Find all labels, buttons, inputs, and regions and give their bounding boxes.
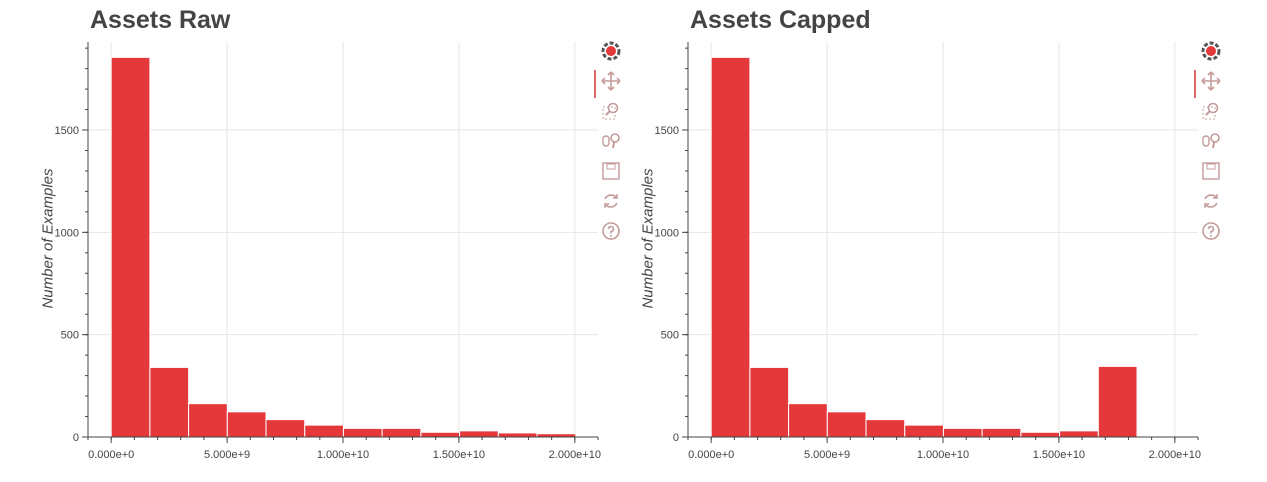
histogram-bar	[981, 427, 1022, 438]
histogram-bar	[188, 403, 228, 438]
histogram-bar	[826, 411, 867, 438]
active-tool-indicator	[594, 70, 596, 98]
help-icon[interactable]	[600, 220, 622, 242]
x-tick-label: 1.500e+10	[433, 449, 485, 461]
bokeh-logo-icon	[1200, 40, 1222, 62]
y-tick-label: 1500	[55, 125, 79, 137]
plot-area[interactable]: 0 500 1000 1500 0.000e+0 5.000e+9 1.000e+10 1.5…	[0, 0, 630, 482]
histogram-bar	[788, 403, 828, 438]
plot-area[interactable]: 0 500 1000 1500 0.000e+0 5.000e+9 1.000e+10 1.5…	[600, 0, 1230, 482]
y-tick-label: 1000	[655, 227, 679, 239]
histogram-bar	[265, 419, 306, 438]
bokeh-logo-icon	[600, 40, 622, 62]
histogram-bar	[459, 430, 499, 438]
x-tick-label: 2.000e+10	[1149, 449, 1201, 461]
histogram-bar	[904, 424, 944, 438]
histogram-bar	[1059, 430, 1099, 438]
y-tick-label: 1500	[655, 125, 679, 137]
save-icon[interactable]	[600, 160, 622, 182]
x-tick-label: 1.000e+10	[317, 449, 369, 461]
reset-icon[interactable]	[1200, 190, 1222, 212]
save-icon[interactable]	[1200, 160, 1222, 182]
histogram-bar	[342, 427, 383, 438]
histogram-bar	[381, 427, 422, 438]
x-tick-label: 2.000e+10	[549, 449, 601, 461]
chart-title: Assets Raw	[90, 6, 231, 34]
histogram-bar	[865, 419, 906, 438]
reset-icon[interactable]	[600, 190, 622, 212]
x-tick-label: 1.500e+10	[1033, 449, 1085, 461]
histogram-bar	[710, 56, 751, 438]
wheel-zoom-icon[interactable]	[1200, 130, 1222, 152]
chart-title: Assets Capped	[690, 6, 871, 34]
histogram-bar	[942, 427, 983, 438]
pan-icon[interactable]	[594, 70, 622, 98]
plot-toolbar	[594, 40, 626, 250]
histogram-bar	[304, 424, 344, 438]
plot-toolbar	[1194, 40, 1226, 250]
active-tool-indicator	[1194, 70, 1196, 98]
x-tick-label: 0.000e+0	[688, 449, 734, 461]
y-tick-label: 0	[73, 432, 79, 444]
histogram-bar	[749, 366, 790, 438]
y-tick-label: 500	[661, 330, 679, 342]
histogram-bar	[226, 411, 267, 438]
y-tick-label: 0	[673, 432, 679, 444]
x-tick-label: 5.000e+9	[204, 449, 250, 461]
wheel-zoom-icon[interactable]	[600, 130, 622, 152]
x-tick-label: 1.000e+10	[917, 449, 969, 461]
histogram-bar	[420, 431, 461, 438]
histogram-bar	[1020, 431, 1061, 438]
histogram-bar	[497, 432, 538, 438]
x-tick-label: 5.000e+9	[804, 449, 850, 461]
chart-panel-assets-capped: Assets Capped Number of Examples 0 500 100…	[600, 0, 1230, 482]
chart-panel-assets-raw: Assets Raw Number of Examples 0 500 1000 15…	[0, 0, 630, 482]
box-zoom-icon[interactable]	[600, 100, 622, 122]
help-icon[interactable]	[1200, 220, 1222, 242]
y-tick-label: 500	[61, 330, 79, 342]
histogram-bar	[149, 366, 190, 438]
pan-icon[interactable]	[1194, 70, 1222, 98]
histogram-bar	[110, 56, 151, 438]
y-tick-label: 1000	[55, 227, 79, 239]
x-tick-label: 0.000e+0	[88, 449, 134, 461]
box-zoom-icon[interactable]	[1200, 100, 1222, 122]
histogram-bar	[1097, 365, 1138, 438]
